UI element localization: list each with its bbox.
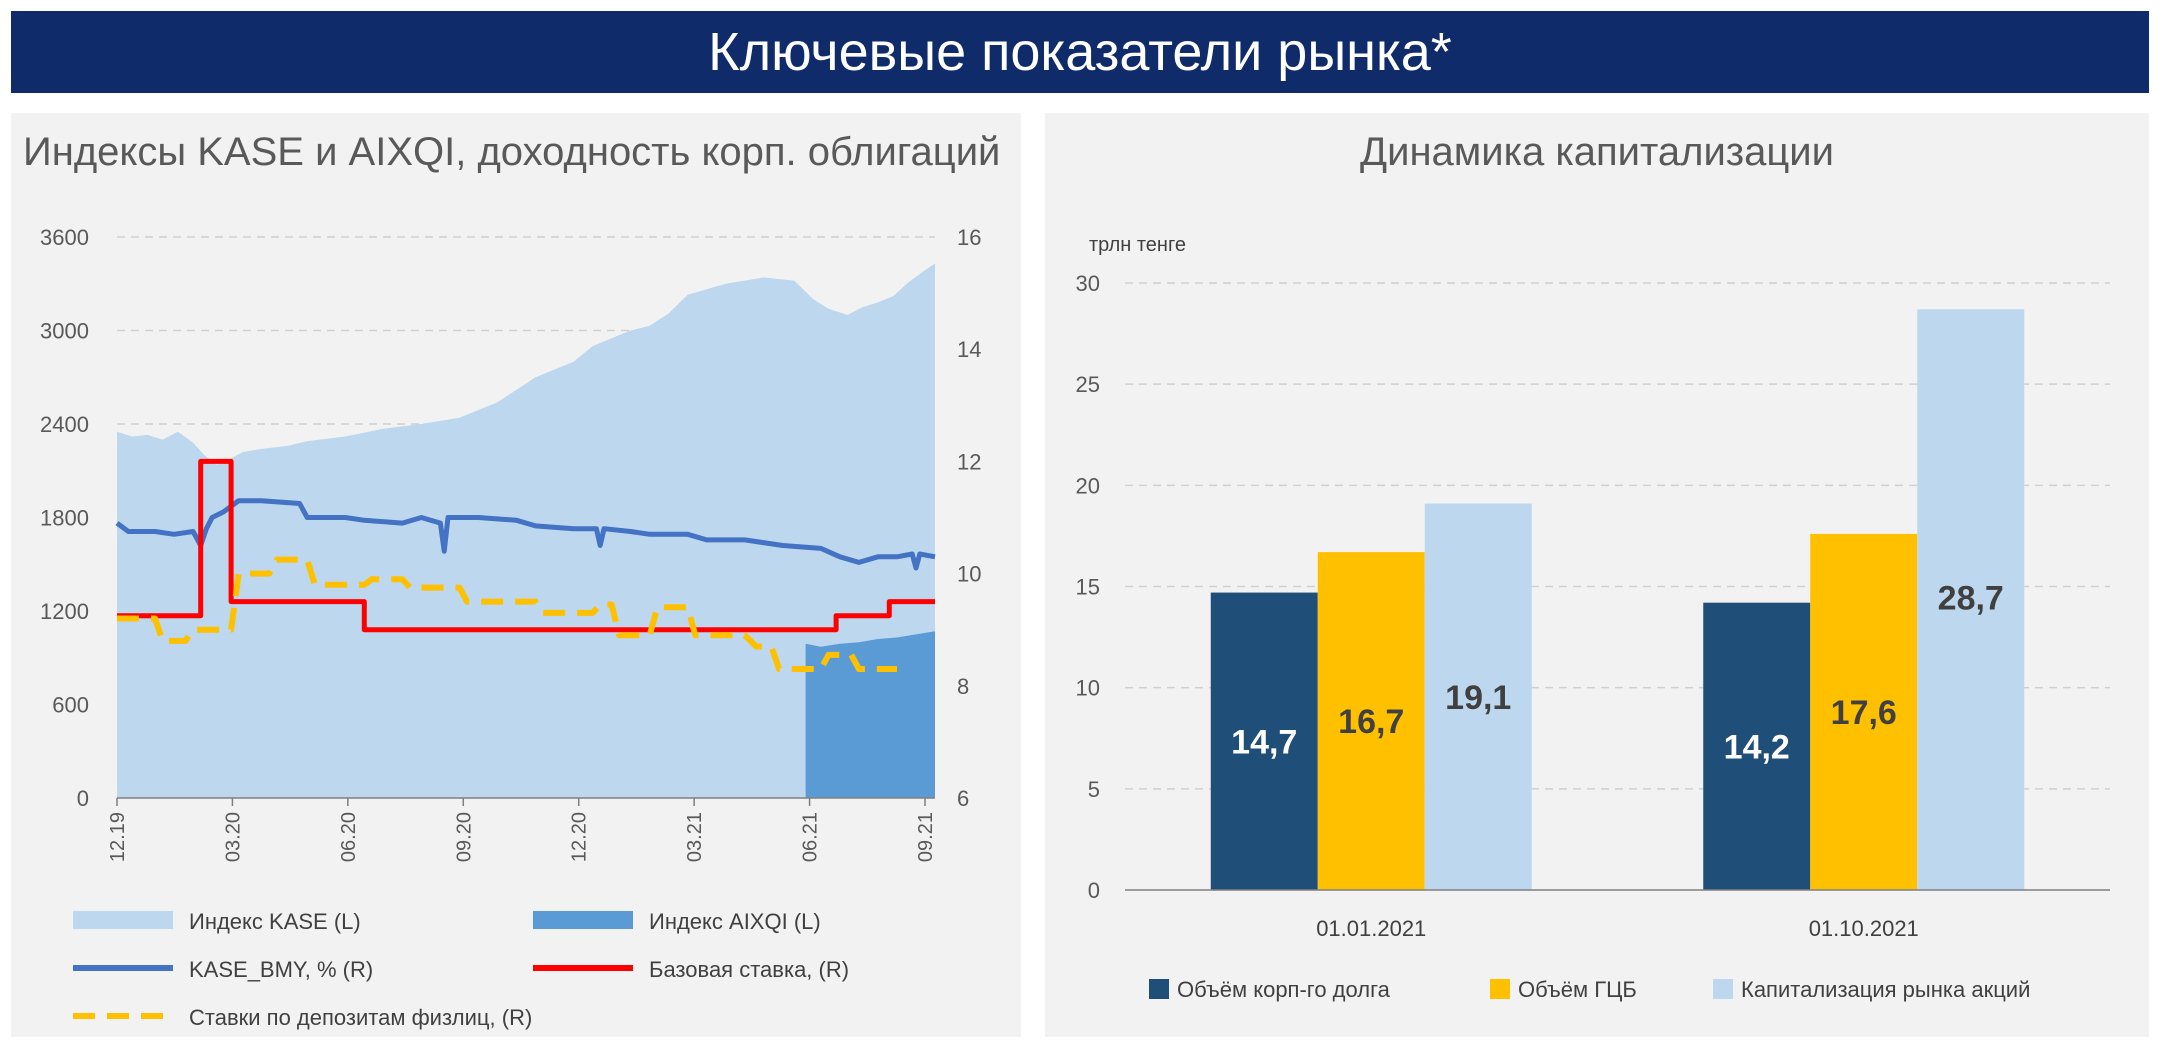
y-axis-tick-label: 0: [1088, 878, 1100, 903]
bar: [1810, 533, 1918, 890]
left-axis-tick-label: 1200: [40, 599, 89, 624]
left-axis-tick-label: 600: [52, 693, 89, 718]
legend-label: KASE_BMY, % (R): [189, 957, 373, 982]
bar-value-label: 14,2: [1724, 728, 1790, 766]
x-axis-tick-label: 09.20: [453, 812, 475, 862]
chart-title: Динамика капитализации: [1360, 130, 1834, 174]
legend-label: Объём ГЦБ: [1518, 977, 1637, 1002]
left-axis-tick-label: 3600: [40, 225, 89, 250]
bar-value-label: 14,7: [1231, 723, 1297, 761]
series-area-area: [117, 263, 935, 798]
bar-value-label: 28,7: [1938, 579, 2004, 617]
indices-chart: Индексы KASE и AIXQI, доходность корп. о…: [23, 130, 1000, 1030]
series-line-line: [117, 458, 935, 633]
x-axis-tick-label: 06.20: [338, 812, 360, 862]
x-axis-tick-label: 12.20: [569, 812, 591, 862]
bar: [1317, 552, 1425, 890]
y-axis-tick-label: 30: [1076, 271, 1100, 296]
series-dashed-line: [117, 556, 897, 672]
legend-swatch: [533, 911, 633, 929]
chart-title: Индексы KASE и AIXQI, доходность корп. о…: [23, 130, 1000, 174]
right-axis-tick-label: 16: [957, 225, 981, 250]
bar: [1424, 503, 1532, 890]
left-chart-panel: Индексы KASE и AIXQI, доходность корп. о…: [11, 113, 1021, 1037]
x-axis-tick-label: 06.21: [800, 812, 822, 862]
right-chart-panel: Динамика капитализации трлн тенге 0 5 10 15…: [1045, 113, 2149, 1037]
left-axis-tick-label: 2400: [40, 412, 89, 437]
legend-swatch: [1149, 979, 1169, 999]
unit-label: трлн тенге: [1089, 234, 1186, 256]
legend-label: Ставки по депозитам физлиц, (R): [189, 1005, 532, 1030]
right-axis-tick-label: 10: [957, 562, 981, 587]
bar: [1210, 592, 1318, 890]
bar-value-label: 16,7: [1338, 703, 1404, 741]
legend-label: Объём корп-го долга: [1177, 977, 1391, 1002]
legend-label: Капитализация рынка акций: [1741, 977, 2030, 1002]
x-axis-tick-label: 12.19: [107, 812, 129, 862]
x-axis-tick-label: 09.21: [915, 812, 937, 862]
category-label: 01.10.2021: [1809, 916, 1919, 941]
legend-label: Индекс KASE (L): [189, 909, 361, 934]
bar: [1703, 602, 1811, 890]
bar: [1917, 309, 2025, 890]
y-axis-tick-label: 15: [1076, 575, 1100, 600]
legend-label: Индекс AIXQI (L): [649, 909, 821, 934]
bar-value-label: 17,6: [1831, 694, 1897, 732]
category-label: 01.01.2021: [1316, 916, 1426, 941]
left-axis-tick-label: 0: [77, 786, 89, 811]
right-axis-tick-label: 6: [957, 786, 969, 811]
x-axis-tick-label: 03.21: [684, 812, 706, 862]
right-axis-tick-label: 8: [957, 674, 969, 699]
y-axis-tick-label: 20: [1076, 473, 1100, 498]
bar-value-label: 19,1: [1445, 679, 1511, 717]
y-axis-tick-label: 5: [1088, 777, 1100, 802]
right-axis-tick-label: 12: [957, 449, 981, 474]
left-axis-tick-label: 1800: [40, 506, 89, 531]
legend-label: Базовая ставка, (R): [649, 957, 849, 982]
y-axis-tick-label: 25: [1076, 372, 1100, 397]
y-axis-tick-label: 10: [1076, 676, 1100, 701]
capitalization-chart: Динамика капитализации трлн тенге 0 5 10 15…: [1076, 130, 2110, 1002]
page-title: Ключевые показатели рынка*: [11, 11, 2149, 93]
left-axis-tick-label: 3000: [40, 319, 89, 344]
legend-swatch: [1490, 979, 1510, 999]
legend-swatch: [1713, 979, 1733, 999]
series-line-line: [115, 498, 936, 571]
legend-swatch: [73, 911, 173, 929]
x-axis-tick-label: 03.20: [222, 812, 244, 862]
right-axis-tick-label: 14: [957, 337, 981, 362]
series-area-area: [805, 631, 935, 798]
